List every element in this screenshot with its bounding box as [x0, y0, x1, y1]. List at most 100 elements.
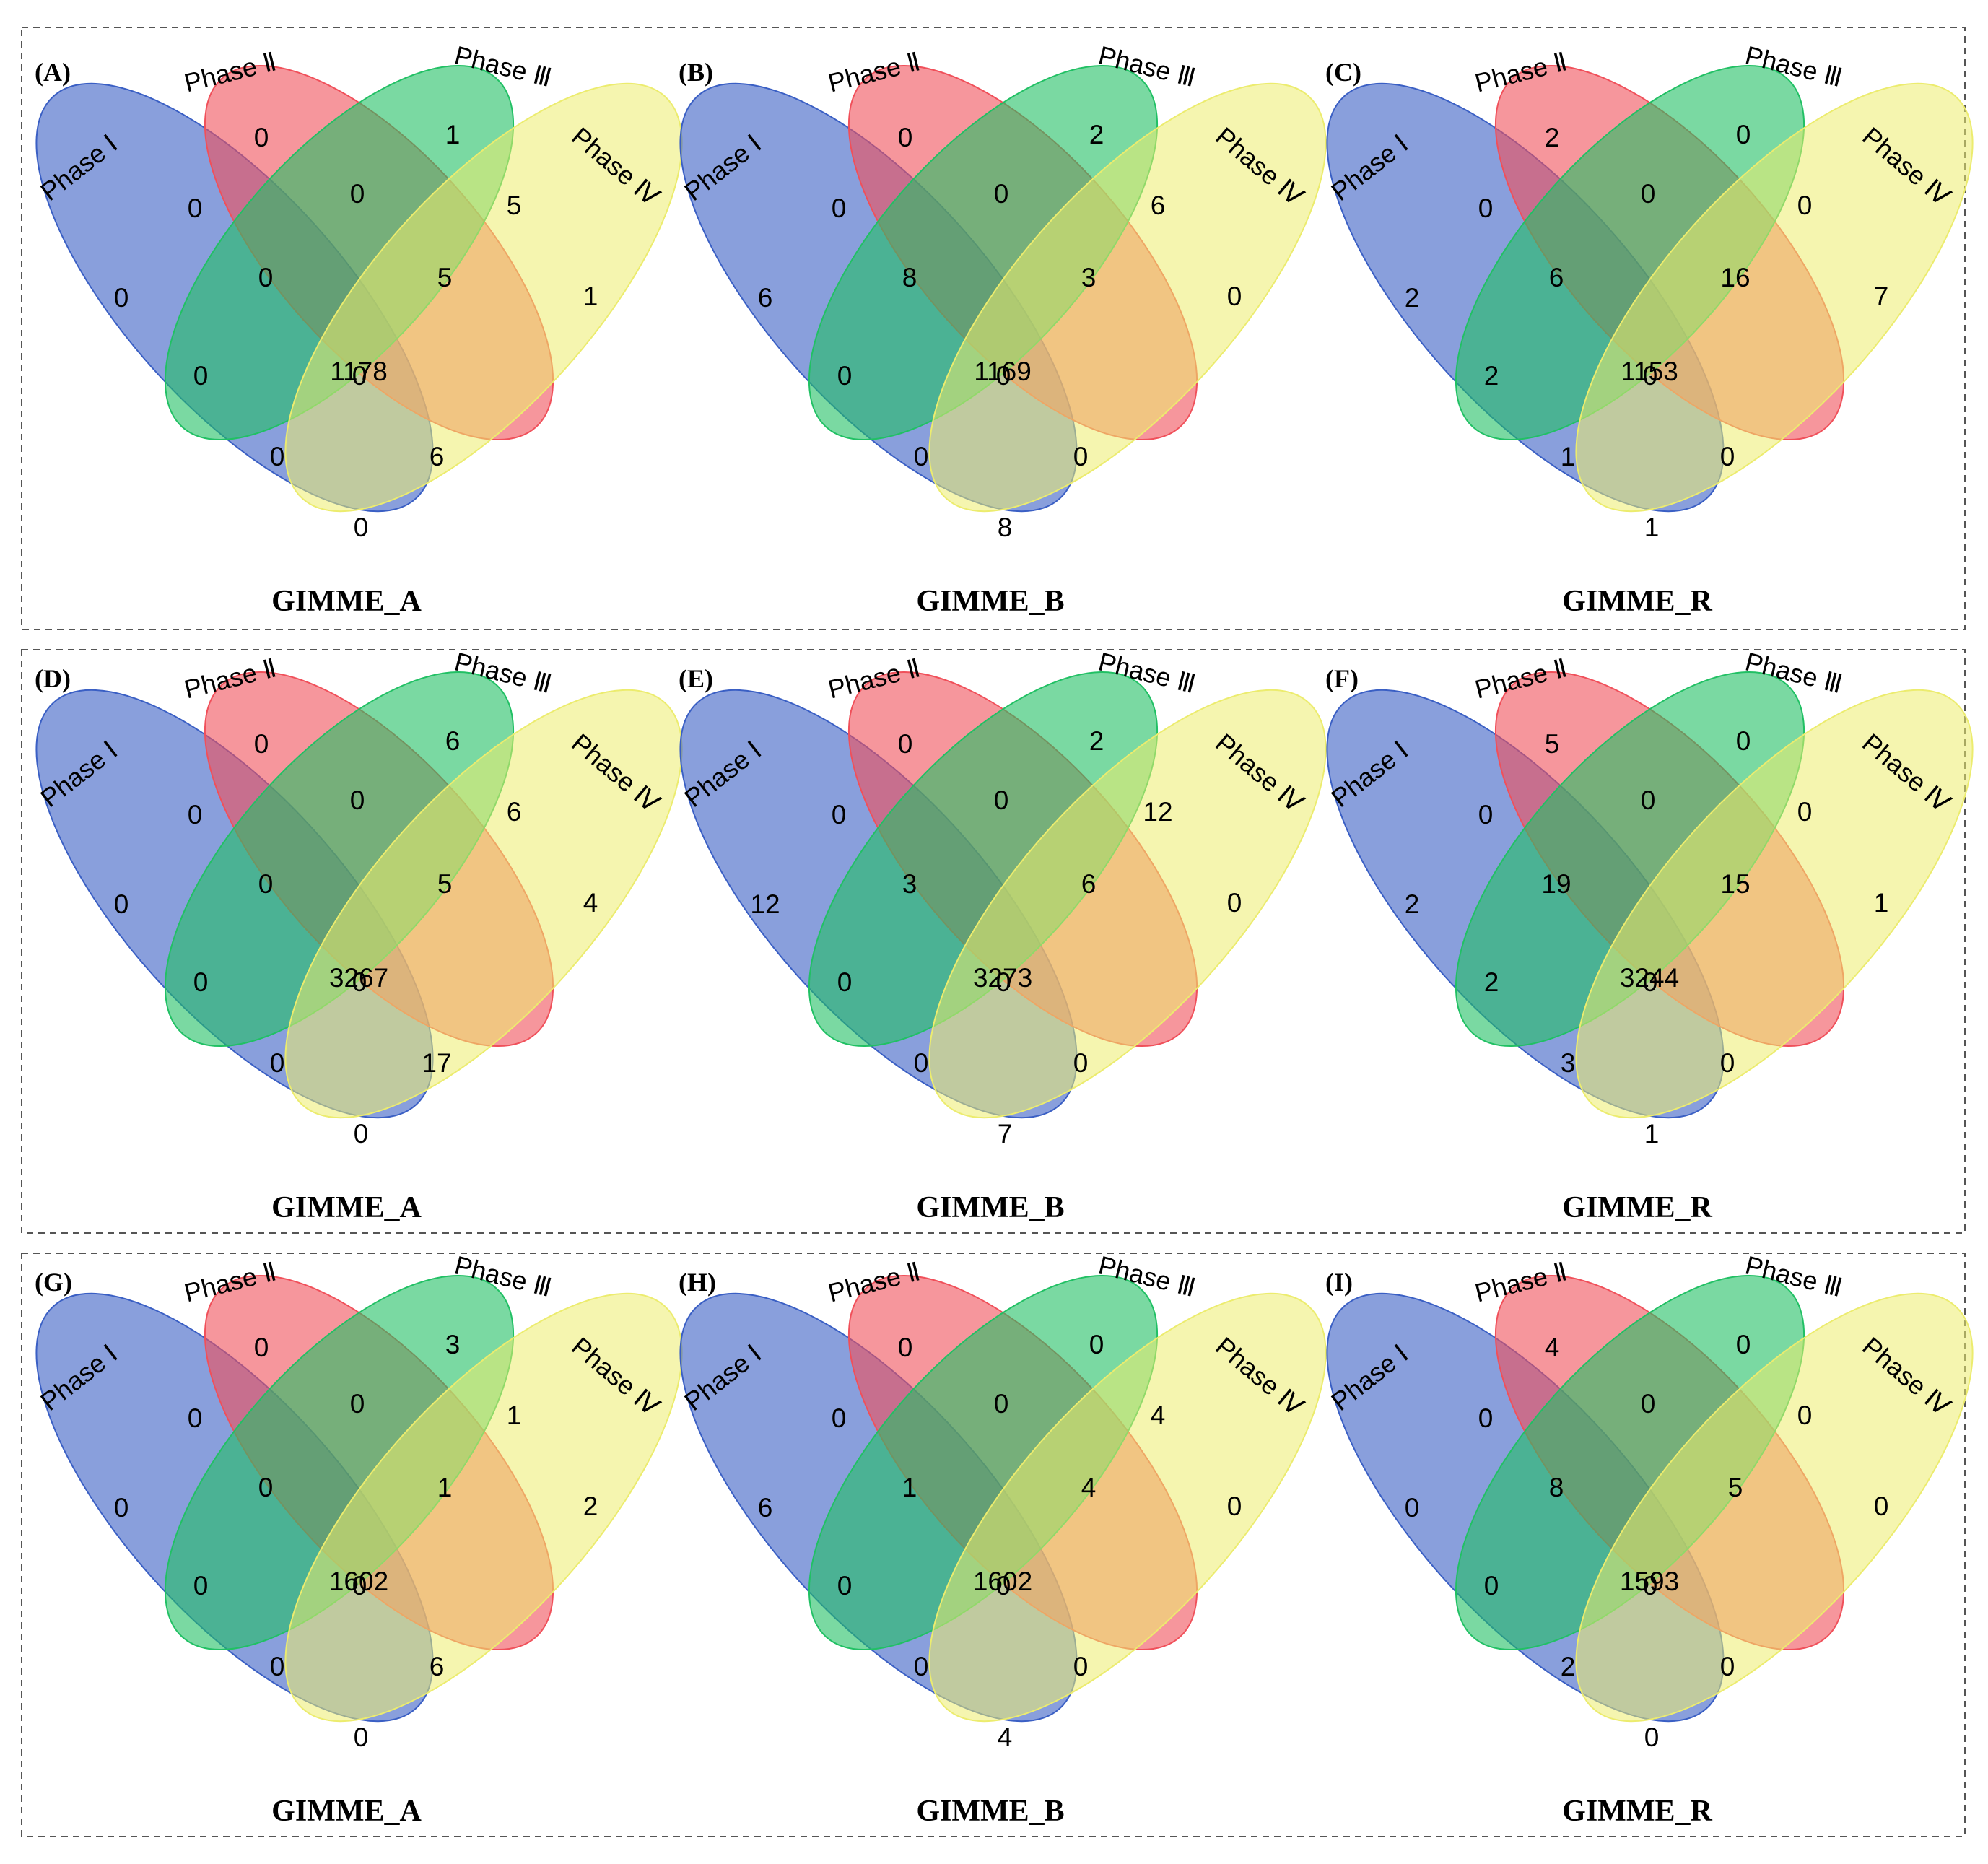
region-count: 0 [1478, 800, 1494, 829]
region-count: 0 [193, 967, 209, 997]
region-count: 17 [422, 1048, 451, 1078]
panel-letter: (G) [35, 1268, 72, 1297]
region-count: 0 [258, 1473, 274, 1502]
region-count: 0 [188, 800, 203, 829]
region-count: 0 [1405, 1493, 1420, 1523]
set-phase-iv-ellipse [284, 689, 683, 1119]
region-count: 6 [430, 1652, 445, 1681]
region-count: 0 [1736, 1330, 1751, 1359]
region-count: 0 [1643, 967, 1658, 997]
region-count: 0 [1089, 1330, 1104, 1359]
region-count: 5 [1728, 1473, 1743, 1502]
region-count: 0 [1641, 785, 1656, 815]
region-count: 0 [1720, 442, 1735, 471]
set-phase-iv-ellipse [1575, 1292, 1974, 1723]
region-count: 1 [437, 1473, 453, 1502]
region-count: 2 [1561, 1652, 1576, 1681]
region-count: 2 [1484, 361, 1499, 391]
region-count: 1 [1644, 513, 1660, 542]
region-count: 0 [832, 1403, 847, 1433]
region-count: 0 [188, 1403, 203, 1433]
region-count: 0 [1478, 1403, 1494, 1433]
region-count: 0 [354, 1723, 369, 1752]
region-count: 0 [352, 361, 367, 391]
region-count: 0 [898, 729, 913, 759]
region-count: 6 [1081, 869, 1097, 899]
set-phase-iv-ellipse [284, 1292, 683, 1723]
region-count: 8 [1549, 1473, 1564, 1502]
region-count: 1 [583, 282, 598, 311]
region-count: 0 [1736, 120, 1751, 149]
region-count: 2 [1484, 967, 1499, 997]
panel-letter: (A) [35, 58, 71, 87]
region-count: 0 [994, 1389, 1009, 1419]
region-count: 0 [996, 361, 1011, 391]
region-count: 1 [507, 1401, 522, 1430]
region-count: 0 [1720, 1048, 1735, 1078]
region-count: 3 [1561, 1048, 1576, 1078]
region-count: 1 [1874, 888, 1889, 918]
region-count: 0 [350, 785, 365, 815]
region-count: 0 [996, 967, 1011, 997]
region-count: 1602 [973, 1567, 1032, 1596]
region-count: 12 [750, 889, 780, 919]
model-label: GIMME_A [271, 585, 422, 618]
region-count: 1 [445, 120, 461, 149]
region-count: 1 [902, 1473, 917, 1502]
region-count: 3244 [1620, 963, 1679, 993]
region-count: 1169 [974, 357, 1032, 386]
model-label: GIMME_A [271, 1795, 422, 1828]
region-count: 0 [1073, 1048, 1089, 1078]
region-count: 0 [1073, 442, 1089, 471]
region-count: 0 [270, 1048, 285, 1078]
region-count: 1602 [329, 1567, 388, 1596]
region-count: 0 [350, 1389, 365, 1419]
region-count: 8 [902, 263, 917, 292]
region-count: 0 [1643, 361, 1658, 391]
region-count: 0 [837, 967, 853, 997]
region-count: 0 [1797, 797, 1813, 827]
panel-letter: (D) [35, 664, 71, 693]
region-count: 12 [1143, 797, 1172, 827]
region-count: 0 [1874, 1491, 1889, 1521]
region-count: 7 [998, 1119, 1013, 1149]
region-count: 0 [898, 1333, 913, 1362]
region-count: 0 [1227, 282, 1242, 311]
region-count: 0 [354, 513, 369, 542]
region-count: 15 [1720, 869, 1750, 899]
region-count: 3 [1081, 263, 1097, 292]
region-count: 0 [254, 123, 269, 152]
region-count: 8 [998, 513, 1013, 542]
region-count: 2 [583, 1491, 598, 1521]
region-count: 0 [832, 800, 847, 829]
region-count: 0 [352, 967, 367, 997]
region-count: 0 [1720, 1652, 1735, 1681]
region-count: 0 [914, 442, 929, 471]
region-count: 0 [354, 1119, 369, 1149]
region-count: 0 [258, 263, 274, 292]
region-count: 0 [1641, 1389, 1656, 1419]
set-phase-iv-ellipse [1575, 689, 1974, 1119]
region-count: 0 [1478, 193, 1494, 223]
panel-letter: (H) [679, 1268, 716, 1297]
region-count: 0 [1797, 1401, 1813, 1430]
region-count: 6 [1151, 191, 1166, 220]
region-count: 0 [1641, 179, 1656, 209]
region-count: 5 [1545, 729, 1560, 759]
region-count: 4 [998, 1723, 1013, 1752]
model-label: GIMME_B [916, 1795, 1064, 1828]
region-count: 2 [1405, 283, 1420, 313]
region-count: 6 [1549, 263, 1564, 292]
region-count: 2 [1089, 726, 1104, 756]
region-count: 4 [1545, 1333, 1560, 1362]
model-label: GIMME_B [916, 1191, 1064, 1224]
model-label: GIMME_R [1562, 1795, 1712, 1828]
group-box-row-1 [21, 27, 1966, 630]
region-count: 0 [258, 869, 274, 899]
set-phase-iv-ellipse [928, 689, 1327, 1119]
model-label: GIMME_R [1562, 585, 1712, 618]
region-count: 0 [1644, 1723, 1660, 1752]
